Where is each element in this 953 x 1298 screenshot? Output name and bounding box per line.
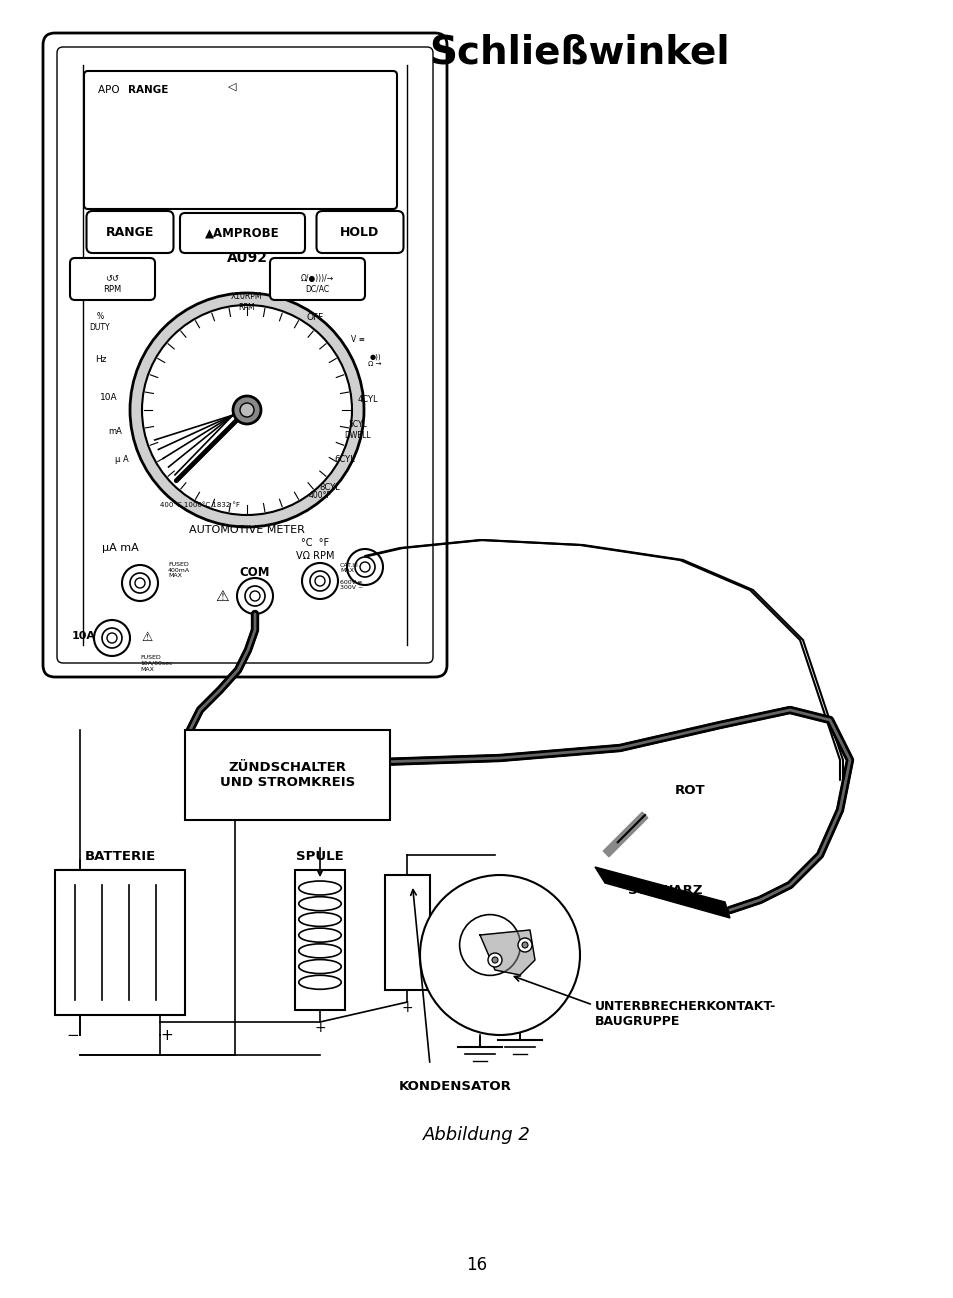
Circle shape bbox=[521, 942, 527, 948]
Text: μA mA: μA mA bbox=[102, 543, 138, 553]
Text: SPULE: SPULE bbox=[295, 850, 343, 863]
Circle shape bbox=[233, 396, 261, 424]
Bar bbox=[385, 875, 430, 990]
Text: RANGE: RANGE bbox=[106, 226, 154, 239]
Text: Hz: Hz bbox=[95, 356, 107, 365]
Circle shape bbox=[122, 565, 158, 601]
Circle shape bbox=[94, 620, 130, 655]
Text: ●))
Ω →: ●)) Ω → bbox=[368, 353, 381, 367]
FancyBboxPatch shape bbox=[43, 32, 447, 678]
Text: RANGE: RANGE bbox=[128, 84, 168, 95]
Polygon shape bbox=[595, 867, 729, 918]
Text: FUSED
400mA
MAX: FUSED 400mA MAX bbox=[168, 562, 190, 579]
Text: 4CYL: 4CYL bbox=[357, 396, 378, 405]
Circle shape bbox=[240, 402, 253, 417]
Text: ZÜNDSCHALTER
UND STROMKREIS: ZÜNDSCHALTER UND STROMKREIS bbox=[219, 761, 355, 789]
Text: CAT.III
MAX: CAT.III MAX bbox=[339, 562, 358, 574]
FancyBboxPatch shape bbox=[84, 71, 396, 209]
Circle shape bbox=[130, 572, 150, 593]
FancyBboxPatch shape bbox=[180, 213, 305, 253]
Bar bbox=[55, 870, 185, 1015]
Text: −: − bbox=[67, 1028, 79, 1044]
Text: AUTOMOTIVE METER: AUTOMOTIVE METER bbox=[189, 524, 305, 535]
FancyBboxPatch shape bbox=[270, 258, 365, 300]
Text: 5CYL
DWELL: 5CYL DWELL bbox=[344, 421, 371, 440]
Text: AU92: AU92 bbox=[226, 251, 267, 265]
Circle shape bbox=[517, 938, 532, 951]
FancyBboxPatch shape bbox=[316, 212, 403, 253]
Text: 400°F: 400°F bbox=[308, 491, 331, 500]
Text: SCHWARZ: SCHWARZ bbox=[627, 884, 701, 897]
Circle shape bbox=[419, 875, 579, 1035]
Circle shape bbox=[107, 633, 117, 643]
Circle shape bbox=[302, 563, 337, 598]
Text: HOLD: HOLD bbox=[340, 226, 379, 239]
Circle shape bbox=[492, 957, 497, 963]
Text: +: + bbox=[314, 1022, 326, 1035]
Text: COM: COM bbox=[239, 566, 270, 579]
Text: 10A: 10A bbox=[71, 631, 96, 641]
Text: Abbildung 2: Abbildung 2 bbox=[422, 1125, 531, 1144]
Circle shape bbox=[459, 915, 519, 975]
Circle shape bbox=[245, 585, 265, 606]
Text: +: + bbox=[401, 1001, 413, 1015]
Bar bbox=[185, 729, 390, 820]
Circle shape bbox=[250, 591, 260, 601]
Text: FUSED
10A/60sec
MAX: FUSED 10A/60sec MAX bbox=[140, 655, 172, 671]
Text: °C  °F: °C °F bbox=[300, 537, 329, 548]
Text: VΩ RPM: VΩ RPM bbox=[295, 550, 334, 561]
Text: UNTERBRECHERKONTAKT-
BAUGRUPPE: UNTERBRECHERKONTAKT- BAUGRUPPE bbox=[595, 999, 776, 1028]
Circle shape bbox=[135, 578, 145, 588]
Text: +: + bbox=[160, 1028, 173, 1044]
Text: Ω/●)))/→
DC/AC: Ω/●)))/→ DC/AC bbox=[300, 274, 334, 293]
Circle shape bbox=[310, 571, 330, 591]
Text: ⚠: ⚠ bbox=[141, 631, 152, 644]
Text: Schließwinkel: Schließwinkel bbox=[429, 32, 730, 71]
Text: mA: mA bbox=[108, 427, 122, 436]
Text: ▲AMPROBE: ▲AMPROBE bbox=[205, 226, 279, 240]
Text: 6CYL: 6CYL bbox=[335, 456, 355, 465]
Circle shape bbox=[488, 953, 501, 967]
Text: V ≡: V ≡ bbox=[351, 335, 365, 344]
Circle shape bbox=[236, 578, 273, 614]
Circle shape bbox=[142, 305, 352, 515]
Text: 8CYL: 8CYL bbox=[319, 483, 340, 492]
Circle shape bbox=[355, 557, 375, 578]
Text: BATTERIE: BATTERIE bbox=[84, 850, 155, 863]
Text: μ A: μ A bbox=[115, 456, 129, 465]
Circle shape bbox=[359, 562, 370, 572]
Text: ⚠: ⚠ bbox=[215, 588, 229, 604]
Text: ↺↺
RPM: ↺↺ RPM bbox=[103, 274, 121, 293]
Text: ROT: ROT bbox=[675, 784, 705, 797]
Text: OFF: OFF bbox=[306, 314, 323, 322]
Polygon shape bbox=[479, 929, 535, 975]
Circle shape bbox=[130, 293, 364, 527]
Text: ◁: ◁ bbox=[228, 82, 236, 92]
Text: 400°C 1000°C 1832 °F: 400°C 1000°C 1832 °F bbox=[160, 502, 240, 508]
Text: KONDENSATOR: KONDENSATOR bbox=[398, 1080, 511, 1093]
FancyBboxPatch shape bbox=[70, 258, 154, 300]
FancyBboxPatch shape bbox=[87, 212, 173, 253]
Text: 16: 16 bbox=[466, 1256, 487, 1275]
Text: X10RPM
RPM: X10RPM RPM bbox=[231, 292, 262, 312]
Circle shape bbox=[314, 576, 325, 585]
Bar bbox=[294, 870, 345, 1010]
Text: 10A: 10A bbox=[100, 393, 117, 402]
Circle shape bbox=[347, 549, 382, 585]
Circle shape bbox=[102, 628, 122, 648]
Text: 600V ═
300V ~: 600V ═ 300V ~ bbox=[339, 580, 363, 591]
Text: APO: APO bbox=[98, 84, 123, 95]
FancyArrow shape bbox=[602, 813, 647, 857]
Text: %
DUTY: % DUTY bbox=[90, 313, 111, 332]
